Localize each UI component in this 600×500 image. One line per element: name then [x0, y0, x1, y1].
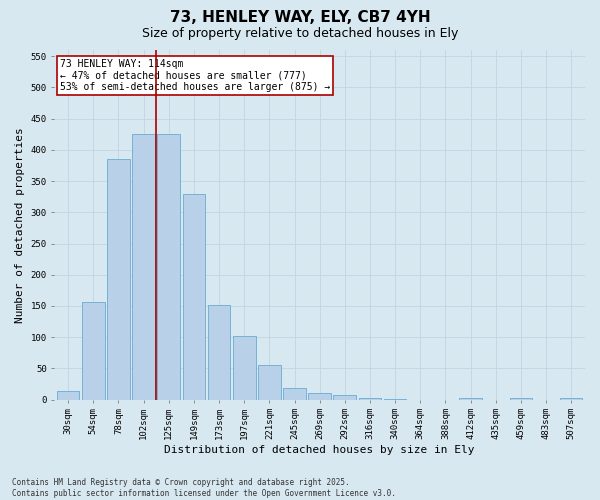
Bar [132, 134, 155, 400]
Bar [182, 194, 205, 400]
Bar [334, 395, 356, 400]
X-axis label: Distribution of detached houses by size in Ely: Distribution of detached houses by size … [164, 445, 475, 455]
Bar [57, 391, 79, 400]
Y-axis label: Number of detached properties: Number of detached properties [15, 127, 25, 322]
Bar [233, 336, 256, 400]
Bar [208, 304, 230, 400]
Bar [308, 394, 331, 400]
Text: Contains HM Land Registry data © Crown copyright and database right 2025.
Contai: Contains HM Land Registry data © Crown c… [12, 478, 396, 498]
Bar [459, 398, 482, 400]
Bar [258, 365, 281, 400]
Bar [560, 398, 583, 400]
Bar [509, 398, 532, 400]
Bar [384, 399, 406, 400]
Text: Size of property relative to detached houses in Ely: Size of property relative to detached ho… [142, 28, 458, 40]
Text: 73, HENLEY WAY, ELY, CB7 4YH: 73, HENLEY WAY, ELY, CB7 4YH [170, 10, 430, 25]
Text: 73 HENLEY WAY: 114sqm
← 47% of detached houses are smaller (777)
53% of semi-det: 73 HENLEY WAY: 114sqm ← 47% of detached … [59, 58, 330, 92]
Bar [82, 302, 104, 400]
Bar [107, 159, 130, 400]
Bar [359, 398, 381, 400]
Bar [283, 388, 306, 400]
Bar [157, 134, 180, 400]
